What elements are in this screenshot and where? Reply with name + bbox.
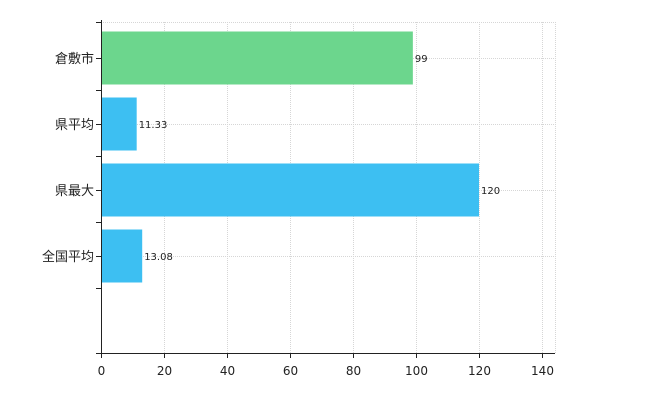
category-label-2: 県平均	[55, 118, 94, 133]
bar-1	[101, 31, 413, 85]
category-label-3: 県最大	[55, 184, 94, 199]
bar-3	[101, 163, 479, 217]
bar-4	[101, 229, 143, 283]
x-tick-label: 100	[405, 364, 428, 378]
data-label-2: 11.33	[139, 120, 168, 131]
data-label-3: 120	[481, 186, 500, 197]
category-label-1: 倉敷市	[55, 51, 94, 67]
x-tick-label: 40	[220, 364, 235, 378]
category-label-4: 全国平均	[42, 249, 94, 265]
x-tick-label: 140	[531, 364, 554, 378]
x-tick-label: 120	[468, 364, 491, 378]
x-tick-label: 0	[98, 364, 106, 378]
axes	[96, 20, 555, 358]
x-tick-label: 60	[283, 364, 298, 378]
data-label-4: 13.08	[144, 252, 173, 263]
data-label-1: 99	[415, 54, 428, 65]
x-tick-label: 80	[346, 364, 361, 378]
bars	[101, 31, 479, 283]
bar-2	[101, 97, 137, 151]
x-tick-label: 20	[157, 364, 172, 378]
